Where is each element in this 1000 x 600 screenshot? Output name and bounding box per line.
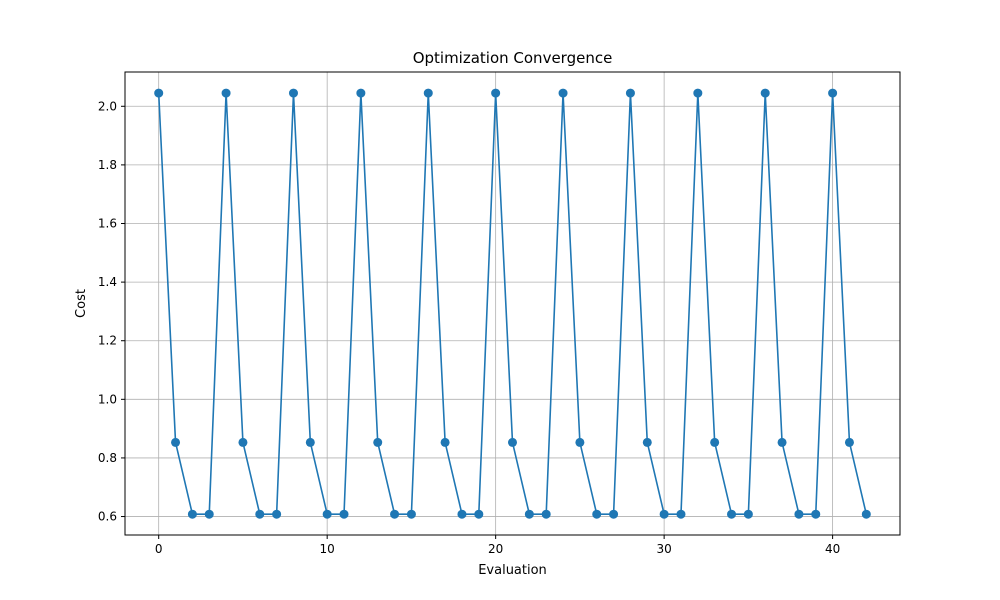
- data-point: [187, 509, 197, 519]
- x-tick-label: 20: [488, 542, 503, 556]
- data-point: [693, 88, 703, 98]
- data-point: [288, 88, 298, 98]
- data-point: [592, 509, 602, 519]
- data-point: [171, 437, 181, 447]
- data-point: [575, 437, 585, 447]
- grid-layer: [125, 72, 900, 535]
- x-tick-label: 30: [656, 542, 671, 556]
- ticks-layer: 0 10 20 30 40 0.6 0.8 1.0 1.2 1.4 1.6 1.8 2.0: [98, 99, 840, 556]
- data-point: [356, 88, 366, 98]
- data-point: [373, 437, 383, 447]
- data-point: [861, 509, 871, 519]
- data-point: [406, 509, 416, 519]
- data-point: [541, 509, 551, 519]
- data-point: [322, 509, 332, 519]
- data-point: [238, 437, 248, 447]
- data-point: [272, 509, 282, 519]
- y-tick-label: 1.8: [98, 158, 117, 172]
- y-tick-label: 1.0: [98, 392, 117, 406]
- x-tick-label: 10: [320, 542, 335, 556]
- data-point: [474, 509, 484, 519]
- y-tick-label: 0.6: [98, 510, 117, 524]
- data-point: [221, 88, 231, 98]
- data-point: [457, 509, 467, 519]
- data-point: [659, 509, 669, 519]
- y-tick-label: 1.2: [98, 334, 117, 348]
- y-tick-label: 1.6: [98, 217, 117, 231]
- data-point: [743, 509, 753, 519]
- data-point: [609, 509, 619, 519]
- data-point: [844, 437, 854, 447]
- data-point: [423, 88, 433, 98]
- data-point: [154, 88, 164, 98]
- data-point: [390, 509, 400, 519]
- data-point: [760, 88, 770, 98]
- data-point: [305, 437, 315, 447]
- data-point: [508, 437, 517, 447]
- data-point: [524, 509, 534, 519]
- data-point: [777, 437, 787, 447]
- data-point: [811, 509, 821, 519]
- data-point: [255, 509, 265, 519]
- data-point: [676, 509, 686, 519]
- data-point: [491, 88, 501, 98]
- plot-frame: [124, 71, 901, 536]
- series-line: [157, 93, 868, 515]
- chart-title: Optimization Convergence: [413, 49, 613, 67]
- y-tick-label: 0.8: [98, 451, 117, 465]
- data-point: [794, 509, 804, 519]
- data-point: [710, 437, 720, 447]
- data-point: [642, 437, 652, 447]
- y-tick-label: 1.4: [98, 275, 117, 289]
- series-layer: [154, 88, 871, 519]
- data-point: [625, 88, 635, 98]
- data-point: [440, 437, 450, 447]
- x-axis-label: Evaluation: [478, 563, 547, 578]
- y-tick-label: 2.0: [98, 99, 117, 113]
- data-point: [727, 509, 737, 519]
- data-point: [828, 88, 838, 98]
- x-tick-label: 0: [155, 542, 163, 556]
- y-axis-label: Cost: [74, 289, 89, 318]
- x-tick-label: 40: [825, 542, 840, 556]
- data-point: [558, 88, 568, 98]
- data-point: [339, 509, 349, 519]
- data-point: [204, 509, 214, 519]
